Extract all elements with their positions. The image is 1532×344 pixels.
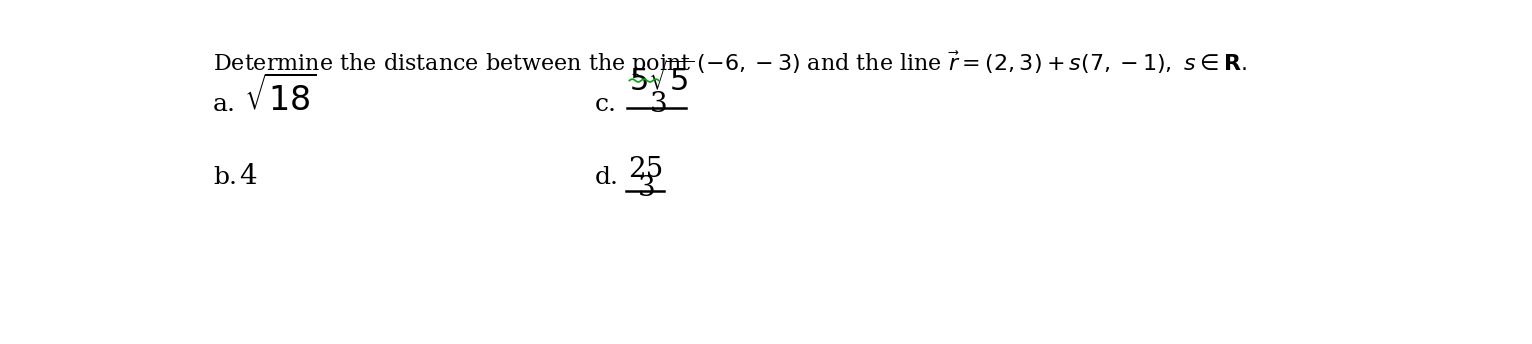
- Text: d.: d.: [594, 166, 619, 190]
- Text: Determine the distance between the point $\left(-6,-3\right)$ and the line $\vec: Determine the distance between the point…: [213, 50, 1247, 78]
- Text: 4: 4: [239, 163, 257, 191]
- Text: a.: a.: [213, 93, 236, 116]
- Text: b.: b.: [213, 166, 237, 190]
- Text: c.: c.: [594, 93, 616, 116]
- Text: $5\sqrt{5}$: $5\sqrt{5}$: [630, 62, 696, 98]
- Text: $\sqrt{18}$: $\sqrt{18}$: [244, 76, 317, 118]
- Text: 25: 25: [628, 156, 663, 183]
- Text: 3: 3: [650, 91, 666, 118]
- Text: 3: 3: [637, 175, 656, 202]
